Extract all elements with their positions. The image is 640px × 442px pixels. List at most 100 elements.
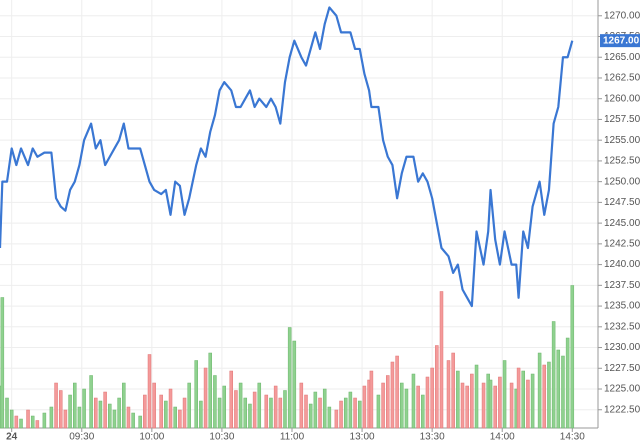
last-price-box — [600, 34, 640, 48]
volume-bar — [353, 397, 357, 429]
price-line — [0, 6, 574, 308]
volume-bar — [526, 379, 530, 429]
volume-bar — [159, 394, 163, 429]
volume-bar — [299, 382, 304, 429]
y-tick-label: 1252.50 — [604, 156, 640, 167]
volume-bar — [556, 349, 561, 429]
volume-bar — [42, 412, 47, 429]
volume-bar — [287, 327, 292, 429]
volume-bar — [82, 388, 86, 429]
volume-bar — [334, 409, 339, 429]
volume-bar — [565, 337, 570, 429]
volume-bar — [131, 412, 135, 429]
volume-bar — [430, 367, 434, 429]
volume-bar — [456, 370, 460, 429]
volume-bar — [35, 420, 40, 429]
volume-bar — [143, 394, 147, 429]
volume-bar — [516, 367, 521, 429]
volume-bar — [187, 382, 191, 429]
volume-bar — [248, 403, 252, 429]
volume-bar — [264, 394, 269, 429]
volume-bar — [348, 391, 353, 429]
y-tick-label: 1237.50 — [604, 280, 640, 291]
volume-bar — [203, 367, 208, 429]
volume-bar — [243, 397, 248, 429]
volume-bar — [9, 409, 14, 429]
volume-bar — [435, 345, 439, 429]
volume-bar — [234, 390, 238, 429]
volume-bar — [530, 373, 535, 429]
volume-bar — [126, 406, 131, 429]
volume-bar — [537, 352, 542, 429]
volume-bar — [108, 403, 112, 429]
volume-bar — [73, 382, 77, 429]
volume-bar — [98, 400, 103, 429]
volume-bar — [0, 297, 5, 429]
volume-bar — [502, 360, 507, 429]
volume-bar — [194, 360, 198, 429]
volume-bar — [521, 370, 525, 429]
x-tick-label: 14:30 — [560, 432, 585, 442]
volume-bar — [138, 415, 142, 429]
volume-bar — [369, 370, 374, 429]
y-tick-label: 1227.50 — [604, 363, 640, 374]
volume-bar — [498, 376, 502, 429]
volume-bar — [217, 397, 222, 429]
volume-bar — [292, 340, 297, 429]
volume-bar — [474, 364, 479, 429]
y-tick-label: 1262.50 — [604, 73, 640, 84]
volume-bar — [304, 394, 308, 429]
y-tick-label: 1222.50 — [604, 404, 640, 415]
volume-bar — [322, 388, 327, 429]
last-price-label: 1267.00 — [603, 35, 640, 46]
volume-bar — [481, 382, 486, 429]
x-tick-label: 10:00 — [139, 432, 164, 442]
volume-bar — [425, 376, 430, 429]
volume-bar — [103, 391, 107, 429]
y-tick-label: 1235.00 — [604, 301, 640, 312]
x-tick-label: 09:30 — [69, 432, 94, 442]
volume-bar — [439, 291, 444, 429]
volume-bar — [470, 373, 474, 429]
volume-bar — [182, 397, 187, 429]
volume-bar — [343, 397, 348, 429]
y-tick-label: 1250.00 — [604, 176, 640, 187]
volume-bar — [14, 415, 19, 429]
volume-bar — [493, 385, 497, 429]
volume-bar — [416, 385, 420, 429]
volume-bar — [488, 379, 493, 429]
volume-bar — [199, 400, 203, 429]
x-tick-label: 13:30 — [420, 432, 445, 442]
volume-bar — [318, 397, 322, 429]
y-tick-label: 1257.50 — [604, 114, 640, 125]
y-tick-label: 1230.00 — [604, 342, 640, 353]
volume-bar — [421, 394, 425, 429]
volume-bar — [77, 406, 82, 429]
volume-bar — [238, 382, 243, 429]
y-tick-label: 1225.00 — [604, 384, 640, 395]
volume-bar — [5, 397, 9, 429]
volume-bar — [112, 409, 117, 429]
volume-bar — [570, 285, 575, 429]
volume-bar — [386, 375, 390, 429]
volume-bar — [411, 373, 416, 429]
x-tick-label: 14:00 — [490, 432, 515, 442]
volume-bar — [58, 390, 63, 429]
volume-bar — [178, 409, 182, 429]
y-tick-label: 1270.00 — [604, 10, 640, 21]
volume-bar — [376, 394, 381, 429]
y-tick-label: 1247.50 — [604, 197, 640, 208]
volume-bar — [283, 390, 287, 429]
y-tick-label: 1240.00 — [604, 259, 640, 270]
volume-bar — [257, 382, 262, 429]
volume-bar — [30, 415, 35, 429]
volume-bar — [168, 388, 173, 429]
volume-bar — [94, 397, 98, 429]
volume-bar — [561, 355, 565, 429]
volume-bar — [26, 409, 30, 429]
volume-bar — [164, 400, 168, 429]
volume-bar — [395, 355, 399, 429]
volume-bar — [54, 382, 58, 429]
volume-bar — [357, 400, 362, 429]
